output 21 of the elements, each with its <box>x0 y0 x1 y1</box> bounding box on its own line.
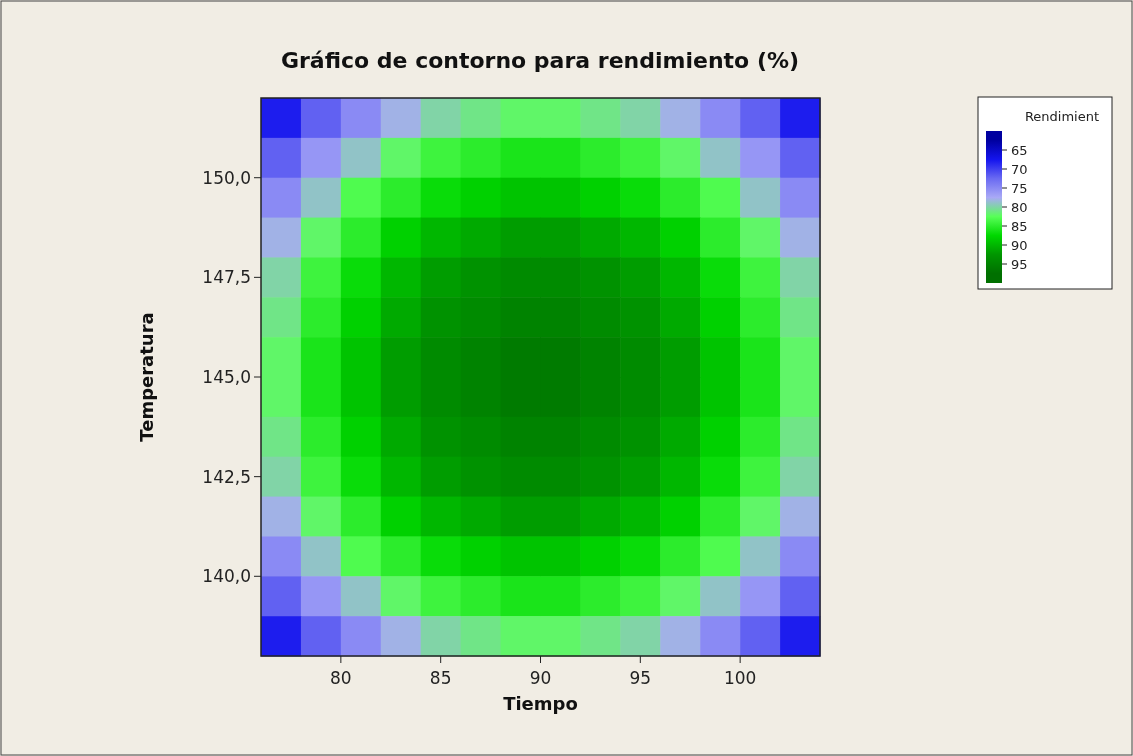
y-tick-label: 140,0 <box>202 566 251 587</box>
color-bar-label: 90 <box>1011 238 1028 253</box>
y-axis-title: Temperatura <box>136 312 157 442</box>
chart-title: Gráfico de contorno para rendimiento (%) <box>280 48 800 73</box>
x-tick-label: 85 <box>429 668 452 688</box>
x-tick-label: 95 <box>629 668 652 688</box>
x-tick-label: 80 <box>330 668 352 688</box>
color-bar-label: 80 <box>1011 200 1028 215</box>
color-bar-label: 65 <box>1011 143 1028 158</box>
color-bar-label: 85 <box>1011 219 1028 234</box>
x-tick-label: 100 <box>723 668 757 688</box>
color-bar-title: Rendimient <box>1024 109 1100 124</box>
color-bar-label: 95 <box>1011 257 1028 272</box>
y-tick-label: 147,5 <box>202 267 251 288</box>
y-tick-label: 142,5 <box>202 466 251 487</box>
color-bar-label: 70 <box>1011 162 1028 177</box>
color-bar-label: 75 <box>1011 181 1028 196</box>
x-axis-title: Tiempo <box>503 693 578 714</box>
y-tick-label: 150,0 <box>202 167 251 188</box>
x-tick-label: 90 <box>529 668 552 688</box>
y-tick-label: 145,0 <box>202 367 251 387</box>
